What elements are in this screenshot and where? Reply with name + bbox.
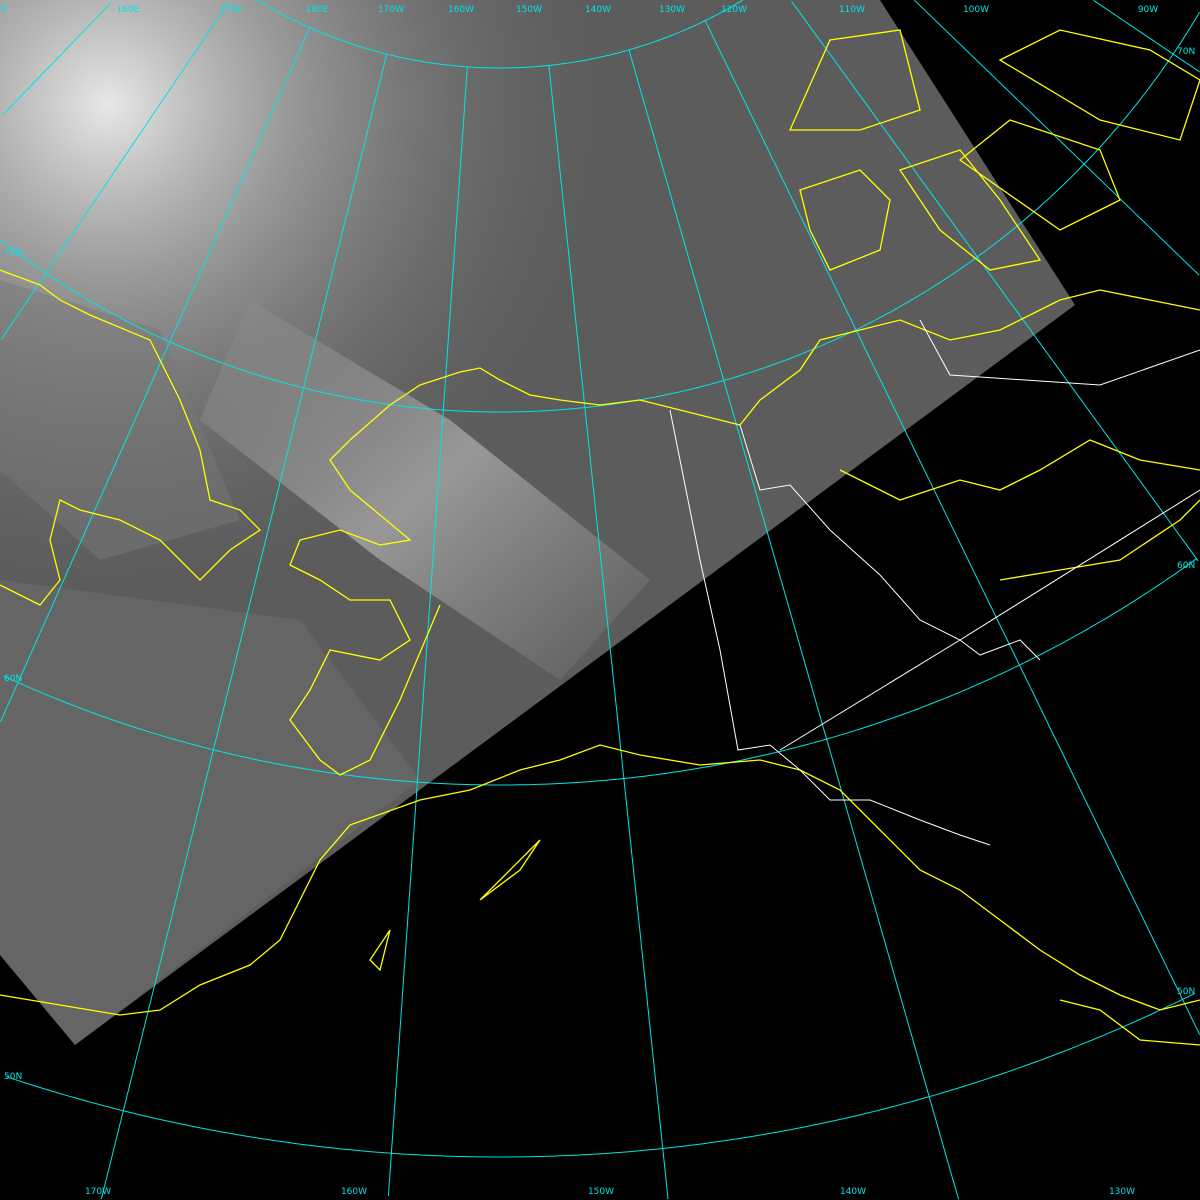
longitude-line <box>0 27 311 723</box>
alaska-south-coast <box>349 744 1200 1011</box>
lon-label-top: 120W <box>720 5 748 15</box>
alaska-peninsula-islands <box>369 839 541 972</box>
longitude-line <box>2 2 112 116</box>
alaska-north-coast <box>389 299 1061 426</box>
lon-label-top: 170E <box>219 5 243 15</box>
latitude-circle <box>3 558 1197 786</box>
lat-label-left: 60N <box>4 674 23 684</box>
longitude-line <box>548 65 669 1200</box>
longitude-line <box>628 49 960 1200</box>
longitude-line <box>704 20 1200 1035</box>
lon-label-bottom: 130W <box>1108 1187 1136 1197</box>
longitude-line <box>387 66 468 1197</box>
lat-label-right: 70N <box>1177 47 1196 57</box>
political-borders <box>669 319 1200 846</box>
aleutian-islands <box>0 824 351 1016</box>
lat-label-right: 50N <box>1177 987 1196 997</box>
canada-mainland-coast <box>839 439 1200 581</box>
lat-label-right: 60N <box>1177 561 1196 571</box>
longitude-line <box>100 53 388 1200</box>
lon-label-top: 150W <box>515 5 543 15</box>
lat-label-left: 50N <box>4 1072 23 1082</box>
bc-coast <box>1059 999 1200 1046</box>
latitude-circle <box>5 992 1195 1158</box>
longitude-line <box>913 0 1200 276</box>
lon-label-top: 140W <box>584 5 612 15</box>
latitude-circle <box>0 11 1200 413</box>
canada-provincial-border <box>779 319 1200 751</box>
lon-label-bottom: 150W <box>587 1187 615 1197</box>
canada-arctic-coast <box>788 29 1200 311</box>
longitude-line <box>1093 0 1200 73</box>
coastlines <box>0 29 1200 1046</box>
longitude-line <box>791 1 1199 562</box>
lon-label-top: 90W <box>1137 5 1159 15</box>
lon-label-top: 170W <box>377 5 405 15</box>
lon-label-bottom: 140W <box>839 1187 867 1197</box>
alaska-west-coast <box>289 404 441 776</box>
satellite-swath <box>0 0 1075 1045</box>
lon-label-bottom: 170W <box>84 1187 112 1197</box>
latitude-circle <box>256 0 744 69</box>
alaska-yukon-border <box>669 409 991 846</box>
lon-label-top: 160W <box>447 5 475 15</box>
lon-label-top: 100W <box>962 5 990 15</box>
lon-label-top: 180E <box>305 5 329 15</box>
longitude-line <box>0 1 230 340</box>
yukon-nwt-border <box>739 424 1041 661</box>
lon-label-top: 160E <box>116 5 140 15</box>
lon-label-top: E <box>1 5 7 15</box>
chukotka-coast <box>0 269 262 606</box>
lon-label-top: 130W <box>658 5 686 15</box>
lon-label-bottom: 160W <box>340 1187 368 1197</box>
lon-label-top: 110W <box>838 5 866 15</box>
lat-label-left: 70N <box>4 248 23 258</box>
